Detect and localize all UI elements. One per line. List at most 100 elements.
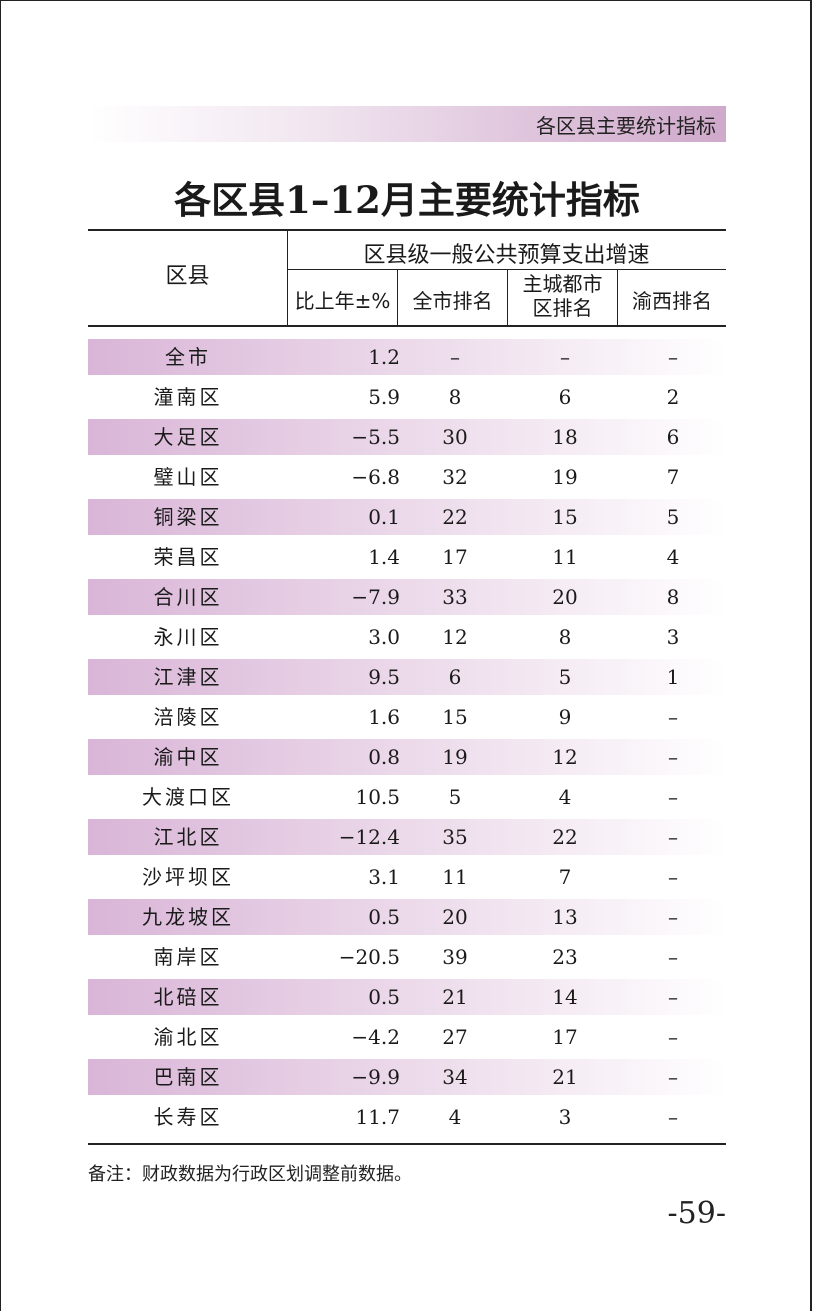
cell-all-rank: 5 <box>448 785 462 809</box>
cell-pct: 10.5 <box>288 779 400 815</box>
cell-pct: 1.6 <box>288 699 400 735</box>
table-row: 合川区 −7.9 33 20 8 <box>88 579 726 615</box>
header-col-main-line1: 主城都市 <box>522 272 603 296</box>
cell-main-rank: 8 <box>558 625 572 649</box>
cell-district: 荣昌区 <box>153 545 223 569</box>
cell-district: 长寿区 <box>153 1105 223 1129</box>
cell-main-rank: – <box>560 345 570 369</box>
table-row: 江津区 9.5 6 5 1 <box>88 659 726 695</box>
header-divider-1 <box>397 270 398 325</box>
cell-pct-value: 1.6 <box>368 705 400 729</box>
cell-pct: 0.8 <box>288 739 400 775</box>
page-border-top <box>0 0 812 1</box>
cell-district: 大渡口区 <box>142 785 234 809</box>
table-row: 渝中区 0.8 19 12 – <box>88 739 726 775</box>
cell-district: 永川区 <box>153 625 223 649</box>
cell-west-rank: – <box>668 1105 678 1129</box>
cell-district: 璧山区 <box>153 465 223 489</box>
cell-all-rank: 33 <box>442 585 468 609</box>
cell-district: 九龙坡区 <box>142 905 234 929</box>
cell-pct-value: 0.1 <box>368 505 400 529</box>
cell-pct-value: −5.5 <box>351 425 400 449</box>
cell-main-rank: 6 <box>558 385 572 409</box>
cell-all-rank: 21 <box>442 985 468 1009</box>
cell-all-rank: 32 <box>442 465 468 489</box>
cell-pct: 1.4 <box>288 539 400 575</box>
header-group-rule <box>287 269 726 270</box>
cell-west-rank: 6 <box>666 425 680 449</box>
cell-pct-value: 1.2 <box>368 345 400 369</box>
cell-district: 南岸区 <box>153 945 223 969</box>
cell-pct: 3.0 <box>288 619 400 655</box>
header-divider-3 <box>617 270 618 325</box>
cell-west-rank: – <box>668 985 678 1009</box>
cell-pct: −5.5 <box>288 419 400 455</box>
header-divider-2 <box>507 270 508 325</box>
cell-west-rank: – <box>668 785 678 809</box>
cell-pct-value: 5.9 <box>368 385 400 409</box>
cell-pct-value: −4.2 <box>351 1025 400 1049</box>
table-row: 荣昌区 1.4 17 11 4 <box>88 539 726 575</box>
cell-main-rank: 21 <box>552 1065 578 1089</box>
cell-west-rank: 5 <box>666 505 680 529</box>
cell-all-rank: 4 <box>448 1105 462 1129</box>
cell-district: 渝北区 <box>153 1025 223 1049</box>
footnote: 备注：财政数据为行政区划调整前数据。 <box>88 1164 412 1185</box>
cell-west-rank: – <box>668 865 678 889</box>
cell-all-rank: 6 <box>448 665 462 689</box>
cell-pct-value: −12.4 <box>338 825 400 849</box>
cell-pct-value: 3.1 <box>368 865 400 889</box>
cell-main-rank: 14 <box>552 985 578 1009</box>
header-district: 区县 <box>165 264 210 289</box>
cell-main-rank: 20 <box>552 585 578 609</box>
cell-pct: 11.7 <box>288 1099 400 1135</box>
table-row: 南岸区 −20.5 39 23 – <box>88 939 726 975</box>
cell-district: 巴南区 <box>153 1065 223 1089</box>
cell-pct-value: 0.5 <box>368 905 400 929</box>
cell-west-rank: – <box>668 945 678 969</box>
cell-district: 全市 <box>165 345 211 369</box>
cell-all-rank: 15 <box>442 705 468 729</box>
table-row: 璧山区 −6.8 32 19 7 <box>88 459 726 495</box>
table-row: 全市 1.2 – – – <box>88 339 726 375</box>
cell-west-rank: 2 <box>666 385 680 409</box>
table-row: 潼南区 5.9 8 6 2 <box>88 379 726 415</box>
cell-all-rank: 35 <box>442 825 468 849</box>
cell-main-rank: 19 <box>552 465 578 489</box>
header-col-west: 渝西排名 <box>632 289 712 313</box>
table-row: 北碚区 0.5 21 14 – <box>88 979 726 1015</box>
cell-district: 渝中区 <box>153 745 223 769</box>
cell-main-rank: 11 <box>552 545 578 569</box>
cell-west-rank: – <box>668 1065 678 1089</box>
cell-main-rank: 9 <box>558 705 572 729</box>
cell-district: 潼南区 <box>153 385 223 409</box>
cell-pct-value: −6.8 <box>351 465 400 489</box>
page-border-left <box>0 0 1 1311</box>
cell-all-rank: 30 <box>442 425 468 449</box>
cell-pct: −7.9 <box>288 579 400 615</box>
cell-main-rank: 5 <box>558 665 572 689</box>
cell-pct-value: 10.5 <box>355 785 400 809</box>
table-row: 大足区 −5.5 30 18 6 <box>88 419 726 455</box>
cell-west-rank: 1 <box>666 665 680 689</box>
header-group: 区县级一般公共预算支出增速 <box>363 243 650 268</box>
cell-pct-value: 0.8 <box>368 745 400 769</box>
header-divider-main <box>287 230 288 325</box>
table-title: 各区县1–12月主要统计指标 <box>174 178 640 222</box>
header-bottom-rule <box>88 325 726 327</box>
page-border-right <box>810 0 812 1311</box>
cell-west-rank: 8 <box>666 585 680 609</box>
cell-pct: 5.9 <box>288 379 400 415</box>
cell-all-rank: 19 <box>442 745 468 769</box>
header-col-pct: 比上年±% <box>294 289 391 313</box>
table-row: 铜梁区 0.1 22 15 5 <box>88 499 726 535</box>
cell-main-rank: 17 <box>552 1025 578 1049</box>
cell-all-rank: 27 <box>442 1025 468 1049</box>
cell-pct: 0.5 <box>288 899 400 935</box>
cell-all-rank: 39 <box>442 945 468 969</box>
cell-pct: −4.2 <box>288 1019 400 1055</box>
cell-pct: 9.5 <box>288 659 400 695</box>
cell-all-rank: 11 <box>442 865 468 889</box>
cell-main-rank: 22 <box>552 825 578 849</box>
cell-west-rank: 4 <box>666 545 680 569</box>
